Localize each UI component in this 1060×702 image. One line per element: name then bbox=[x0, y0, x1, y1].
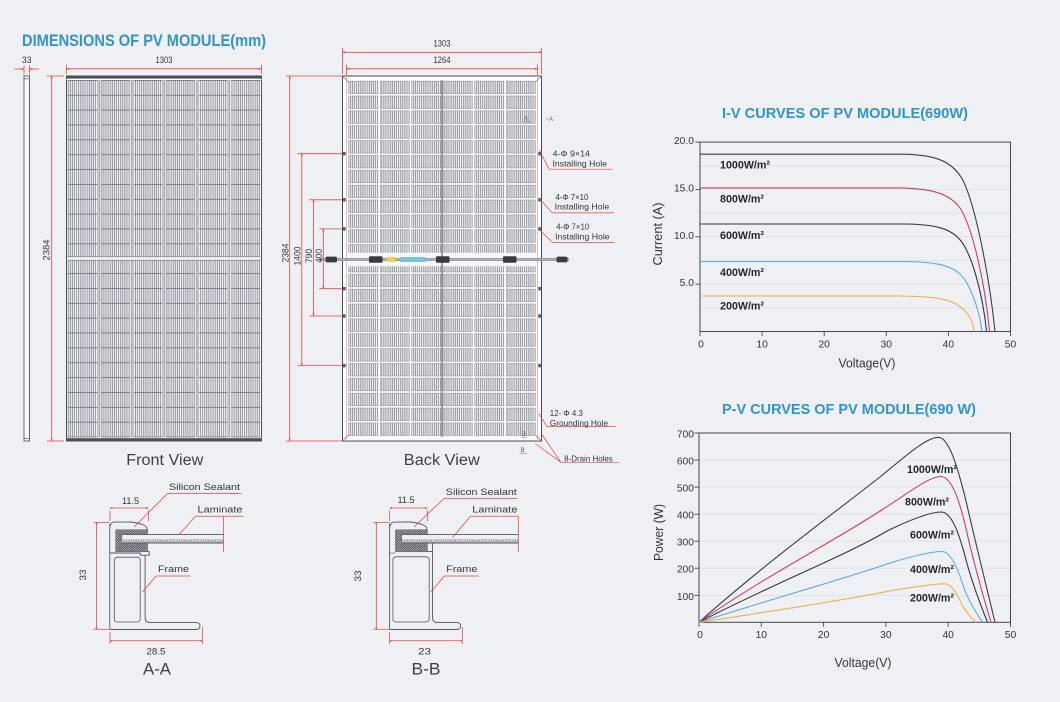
svg-text:20.0: 20.0 bbox=[674, 136, 694, 147]
svg-text:Front View: Front View bbox=[126, 452, 204, 469]
svg-text:800W/m²: 800W/m² bbox=[720, 194, 764, 206]
svg-text:Installing Hole: Installing Hole bbox=[555, 232, 610, 241]
svg-text:Back View: Back View bbox=[404, 452, 481, 469]
svg-text:Current (A): Current (A) bbox=[651, 203, 665, 266]
svg-text:P-V CURVES OF PV MODULE(690 W): P-V CURVES OF PV MODULE(690 W) bbox=[722, 401, 976, 418]
svg-text:I-V CURVES OF PV MODULE(690W): I-V CURVES OF PV MODULE(690W) bbox=[722, 105, 968, 122]
svg-text:4-Φ 9×14: 4-Φ 9×14 bbox=[553, 150, 591, 159]
svg-text:800W/m²: 800W/m² bbox=[905, 497, 949, 509]
svg-text:400W/m²: 400W/m² bbox=[910, 564, 954, 576]
svg-text:30: 30 bbox=[880, 630, 892, 641]
svg-text:40: 40 bbox=[943, 340, 955, 351]
svg-text:10: 10 bbox=[756, 630, 768, 641]
svg-text:1303: 1303 bbox=[434, 38, 451, 48]
svg-text:Installing Hole: Installing Hole bbox=[553, 159, 608, 168]
svg-text:400W/m²: 400W/m² bbox=[720, 267, 764, 279]
svg-text:Frame: Frame bbox=[158, 564, 189, 575]
svg-text:33: 33 bbox=[353, 570, 363, 581]
svg-text:0: 0 bbox=[697, 630, 703, 641]
svg-text:20: 20 bbox=[818, 340, 830, 351]
svg-text:1400: 1400 bbox=[292, 246, 302, 265]
svg-text:8-Drain Holes: 8-Drain Holes bbox=[564, 454, 613, 463]
svg-text:400: 400 bbox=[677, 511, 694, 522]
svg-text:Laminate: Laminate bbox=[198, 505, 243, 516]
svg-text:50: 50 bbox=[1005, 630, 1017, 641]
svg-text:Voltage(V): Voltage(V) bbox=[835, 656, 892, 670]
svg-text:1000W/m²: 1000W/m² bbox=[720, 160, 770, 172]
svg-text:Power (W): Power (W) bbox=[652, 504, 666, 561]
svg-text:30: 30 bbox=[881, 340, 893, 351]
svg-text:23: 23 bbox=[418, 647, 431, 657]
svg-text:11.5: 11.5 bbox=[398, 495, 415, 505]
svg-text:Silicon Sealant: Silicon Sealant bbox=[446, 487, 517, 498]
svg-text:A-A: A-A bbox=[143, 661, 171, 679]
svg-text:10: 10 bbox=[756, 340, 768, 351]
svg-text:2384: 2384 bbox=[280, 243, 290, 262]
svg-text:33: 33 bbox=[22, 55, 32, 65]
svg-text:B: B bbox=[521, 448, 525, 454]
svg-text:B: B bbox=[522, 432, 526, 438]
svg-text:600W/m²: 600W/m² bbox=[910, 530, 954, 542]
svg-text:DIMENSIONS OF PV MODULE(mm): DIMENSIONS OF PV MODULE(mm) bbox=[22, 32, 266, 50]
svg-text:2384: 2384 bbox=[41, 240, 51, 261]
svg-text:400: 400 bbox=[314, 249, 324, 263]
svg-text:200: 200 bbox=[677, 565, 694, 576]
svg-text:20: 20 bbox=[818, 630, 830, 641]
svg-text:15.0: 15.0 bbox=[674, 184, 694, 195]
svg-text:Installing Hole: Installing Hole bbox=[555, 203, 610, 212]
svg-text:Grounding Hole: Grounding Hole bbox=[550, 419, 609, 428]
svg-text:40: 40 bbox=[942, 630, 954, 641]
svg-text:28.5: 28.5 bbox=[147, 647, 166, 657]
svg-text:790: 790 bbox=[304, 249, 314, 263]
svg-text:B-B: B-B bbox=[412, 661, 441, 679]
svg-text:600: 600 bbox=[677, 457, 694, 468]
svg-text:A: A bbox=[524, 117, 528, 123]
svg-text:300: 300 bbox=[677, 538, 694, 549]
svg-text:0: 0 bbox=[698, 340, 704, 351]
svg-text:1000W/m²: 1000W/m² bbox=[907, 464, 957, 476]
svg-text:700: 700 bbox=[677, 430, 694, 441]
svg-text:200W/m²: 200W/m² bbox=[720, 301, 764, 313]
svg-text:10.0: 10.0 bbox=[674, 231, 694, 242]
svg-text:5.0: 5.0 bbox=[680, 278, 695, 289]
svg-text:11.5: 11.5 bbox=[122, 496, 139, 506]
svg-text:A: A bbox=[549, 117, 553, 123]
svg-text:1303: 1303 bbox=[156, 55, 173, 65]
svg-text:500: 500 bbox=[677, 484, 694, 495]
svg-text:4-Φ 7×10: 4-Φ 7×10 bbox=[555, 193, 589, 202]
svg-text:Frame: Frame bbox=[446, 564, 477, 575]
svg-text:1264: 1264 bbox=[434, 55, 451, 65]
svg-text:Silicon Sealant: Silicon Sealant bbox=[169, 482, 240, 493]
svg-text:200W/m²: 200W/m² bbox=[910, 593, 954, 605]
svg-text:Voltage(V): Voltage(V) bbox=[839, 357, 896, 371]
svg-text:12- Φ 4.3: 12- Φ 4.3 bbox=[550, 409, 584, 418]
svg-text:100: 100 bbox=[677, 592, 694, 603]
svg-text:4-Φ 7×10: 4-Φ 7×10 bbox=[556, 223, 590, 232]
svg-text:50: 50 bbox=[1005, 340, 1017, 351]
svg-text:Laminate: Laminate bbox=[472, 505, 517, 516]
svg-text:600W/m²: 600W/m² bbox=[720, 230, 764, 242]
svg-text:33: 33 bbox=[78, 569, 88, 580]
